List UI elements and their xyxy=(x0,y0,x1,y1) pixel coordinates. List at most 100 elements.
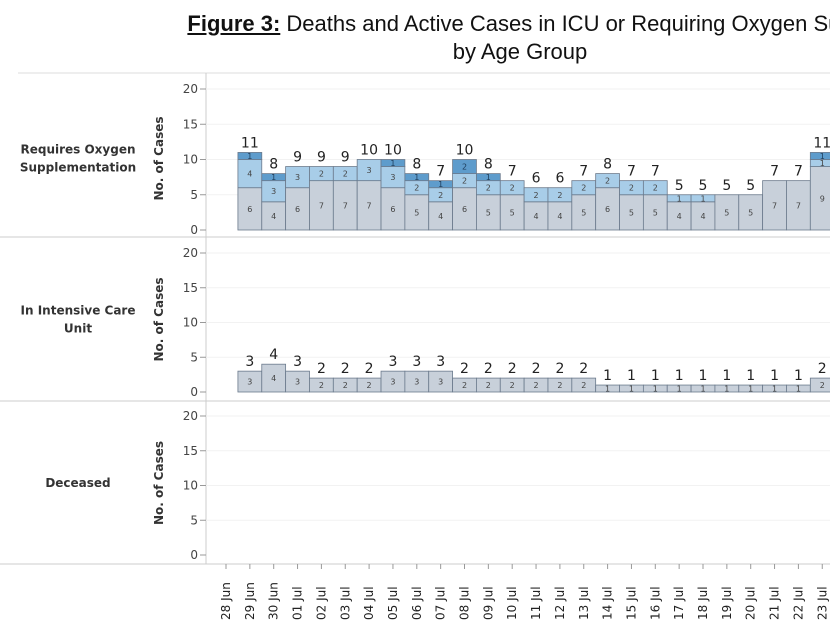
y-tick-label: 5 xyxy=(190,188,198,202)
segment-label: 2 xyxy=(581,381,586,390)
segment-label: 4 xyxy=(271,374,276,383)
y-tick-label: 5 xyxy=(190,513,198,527)
segment-label: 4 xyxy=(677,212,682,221)
x-tick-label: 19 Jul xyxy=(720,586,734,620)
segment-label: 3 xyxy=(390,378,395,387)
total-label: 5 xyxy=(746,178,755,194)
total-label: 5 xyxy=(722,178,731,194)
segment-label: 2 xyxy=(581,184,586,193)
total-label: 5 xyxy=(699,178,708,194)
x-tick-label: 16 Jul xyxy=(648,586,662,620)
total-label: 8 xyxy=(412,157,421,173)
bar-segment xyxy=(809,377,830,393)
total-label: 2 xyxy=(341,361,350,377)
segment-label: 7 xyxy=(367,201,372,210)
segment-label: 3 xyxy=(295,173,300,182)
figure-number: Figure 3: xyxy=(187,11,281,36)
row-label: Deceased xyxy=(45,476,110,490)
x-tick-label: 03 Jul xyxy=(338,586,352,620)
segment-label: 2 xyxy=(367,381,372,390)
x-tick-label: 22 Jul xyxy=(791,586,805,620)
segment-label: 4 xyxy=(557,212,562,221)
total-label: 6 xyxy=(532,171,541,187)
segment-label: 3 xyxy=(414,378,419,387)
total-label: 3 xyxy=(436,354,445,370)
y-tick-label: 20 xyxy=(183,409,198,423)
segment-label: 3 xyxy=(295,378,300,387)
x-tick-label: 09 Jul xyxy=(481,586,495,620)
y-axis-title: No. of Cases xyxy=(152,278,166,362)
total-label: 11 xyxy=(241,135,259,151)
segment-label: 1 xyxy=(772,385,777,394)
segment-label: 2 xyxy=(557,381,562,390)
y-tick-label: 0 xyxy=(190,385,198,399)
segment-label: 2 xyxy=(414,184,419,193)
segment-label: 7 xyxy=(343,201,348,210)
total-label: 2 xyxy=(365,361,374,377)
segment-label: 6 xyxy=(295,205,300,214)
bar-segment xyxy=(642,180,668,196)
segment-label: 2 xyxy=(319,170,324,179)
x-tick-label: 11 Jul xyxy=(529,586,543,620)
bar-segment xyxy=(452,159,477,174)
title-line-2: by Age Group xyxy=(452,39,588,64)
total-label: 2 xyxy=(508,361,517,377)
total-label: 1 xyxy=(627,368,636,384)
segment-label: 2 xyxy=(343,170,348,179)
segment-label: 1 xyxy=(271,173,276,182)
total-label: 10 xyxy=(360,143,378,159)
total-label: 3 xyxy=(388,354,397,370)
segment-label: 1 xyxy=(700,194,705,203)
segment-label: 2 xyxy=(510,184,515,193)
total-label: 7 xyxy=(794,164,803,180)
segment-label: 4 xyxy=(700,212,705,221)
segment-label: 5 xyxy=(724,208,729,217)
x-tick-label: 18 Jul xyxy=(696,586,710,620)
x-tick-label: 15 Jul xyxy=(624,586,638,620)
x-tick-label: 21 Jul xyxy=(768,586,782,620)
y-tick-label: 10 xyxy=(183,316,198,330)
segment-label: 3 xyxy=(271,187,276,196)
total-label: 7 xyxy=(508,164,517,180)
total-label: 2 xyxy=(818,361,827,377)
total-label: 1 xyxy=(651,368,660,384)
total-label: 10 xyxy=(456,143,474,159)
segment-label: 1 xyxy=(629,385,634,394)
chart-title: Figure 3: Deaths and Active Cases in ICU… xyxy=(0,10,830,66)
total-label: 8 xyxy=(269,157,278,173)
x-tick-label: 06 Jul xyxy=(410,586,424,620)
segment-label: 1 xyxy=(700,385,705,394)
y-tick-label: 0 xyxy=(190,223,198,237)
segment-label: 1 xyxy=(438,180,443,189)
total-label: 4 xyxy=(269,347,278,363)
segment-label: 2 xyxy=(486,381,491,390)
segment-label: 2 xyxy=(319,381,324,390)
segment-label: 1 xyxy=(486,173,491,182)
total-label: 7 xyxy=(579,164,588,180)
segment-label: 4 xyxy=(271,212,276,221)
segment-label: 7 xyxy=(319,201,324,210)
row-label: Supplementation xyxy=(20,161,136,175)
total-label: 8 xyxy=(484,157,493,173)
total-label: 6 xyxy=(555,171,564,187)
segment-label: 3 xyxy=(438,378,443,387)
title-line-1: Deaths and Active Cases in ICU or Requir… xyxy=(286,11,830,36)
total-label: 1 xyxy=(794,368,803,384)
total-label: 1 xyxy=(722,368,731,384)
segment-label: 2 xyxy=(510,381,515,390)
bar-segment xyxy=(476,173,501,182)
total-label: 11 xyxy=(813,135,830,151)
total-label: 1 xyxy=(699,368,708,384)
bar-segment xyxy=(237,152,263,160)
total-label: 9 xyxy=(317,150,326,166)
segment-label: 4 xyxy=(438,212,443,221)
total-label: 2 xyxy=(317,361,326,377)
segment-label: 1 xyxy=(414,173,419,182)
segment-label: 1 xyxy=(748,385,753,394)
x-tick-label: 01 Jul xyxy=(291,586,305,620)
x-tick-label: 13 Jul xyxy=(577,586,591,620)
segment-label: 1 xyxy=(796,385,801,394)
y-axis-title: No. of Cases xyxy=(152,441,166,525)
y-tick-label: 15 xyxy=(183,444,198,458)
total-label: 1 xyxy=(770,368,779,384)
